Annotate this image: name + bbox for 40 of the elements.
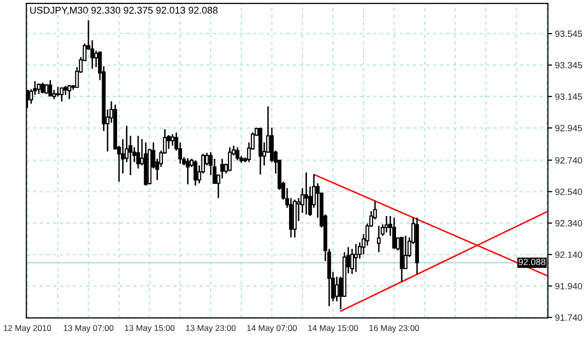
y-tick-label: 92.540: [555, 188, 582, 195]
x-tick-label: 16 May 23:00: [370, 325, 420, 333]
y-tick-label: 93.345: [555, 62, 582, 68]
x-tick-label: 14 May 07:00: [247, 325, 297, 333]
x-tick-label: 13 May 23:00: [186, 325, 236, 333]
candlestick: [228, 146, 232, 172]
y-tick-label: 91.740: [555, 314, 582, 321]
candlestick: [384, 215, 388, 234]
candlestick: [67, 84, 72, 100]
candlestick: [304, 172, 308, 216]
ref-line-label: 92.088: [518, 258, 546, 266]
x-tick-label: 14 May 15:00: [308, 325, 358, 333]
candlestick: [48, 79, 52, 98]
candlestick: [354, 243, 358, 273]
x-tick-label: 13 May 07:00: [64, 325, 114, 333]
y-tick-label: 93.145: [555, 93, 582, 100]
chart-title: USDJPY,M30 92.330 92.375 92.013 92.088: [30, 6, 218, 15]
y-tick-label: 92.140: [555, 251, 582, 258]
candlestick: [170, 134, 174, 146]
y-tick-label: 93.545: [555, 30, 582, 37]
y-tick-label: 92.740: [555, 157, 582, 164]
candlestick: [36, 82, 41, 95]
candlestick: [376, 225, 381, 253]
candlestick: [334, 276, 339, 302]
y-tick-label: 92.945: [555, 124, 582, 132]
candlestick: [350, 248, 354, 275]
candlestick: [404, 235, 408, 270]
candlestick: [60, 86, 64, 102]
candlestick: [392, 217, 396, 250]
candlestick: [44, 83, 48, 95]
candlestick: [236, 146, 240, 162]
candlestick: [56, 86, 60, 98]
y-tick-label: 91.940: [555, 282, 582, 290]
x-tick-label: 12 May 2010: [4, 325, 52, 333]
candlestick: [136, 135, 140, 170]
y-tick-label: 92.340: [555, 220, 582, 226]
candlestick: [90, 40, 94, 70]
candlestick: [186, 157, 190, 186]
candlestick: [194, 160, 198, 186]
x-tick-label: 13 May 15:00: [124, 325, 175, 333]
